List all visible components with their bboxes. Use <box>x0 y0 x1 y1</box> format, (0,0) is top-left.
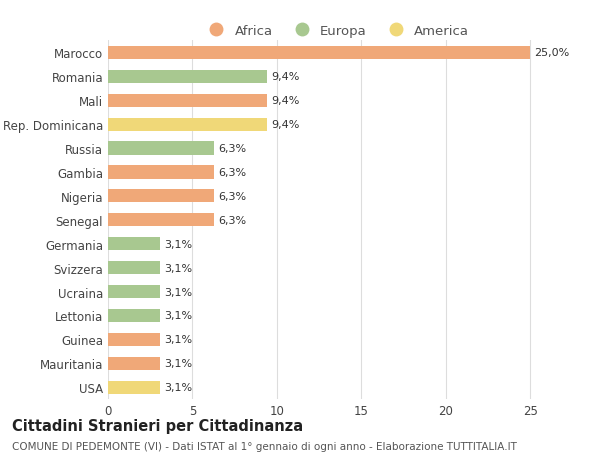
Bar <box>108 262 160 274</box>
Text: 3,1%: 3,1% <box>164 311 193 321</box>
Bar <box>108 309 160 322</box>
Bar <box>108 381 160 394</box>
Legend: Africa, Europa, America: Africa, Europa, America <box>197 19 475 43</box>
Bar <box>108 142 214 155</box>
Text: 25,0%: 25,0% <box>535 48 569 58</box>
Text: 6,3%: 6,3% <box>218 144 247 154</box>
Text: 6,3%: 6,3% <box>218 215 247 225</box>
Bar <box>108 333 160 346</box>
Text: 9,4%: 9,4% <box>271 120 299 130</box>
Text: 6,3%: 6,3% <box>218 168 247 178</box>
Text: 6,3%: 6,3% <box>218 191 247 202</box>
Bar <box>108 190 214 203</box>
Text: 3,1%: 3,1% <box>164 358 193 369</box>
Bar <box>108 285 160 298</box>
Text: 3,1%: 3,1% <box>164 263 193 273</box>
Bar <box>108 118 267 131</box>
Text: 3,1%: 3,1% <box>164 239 193 249</box>
Bar <box>108 214 214 227</box>
Text: 3,1%: 3,1% <box>164 382 193 392</box>
Text: 9,4%: 9,4% <box>271 96 299 106</box>
Bar <box>108 47 530 60</box>
Text: 3,1%: 3,1% <box>164 335 193 345</box>
Text: 3,1%: 3,1% <box>164 287 193 297</box>
Text: 9,4%: 9,4% <box>271 72 299 82</box>
Text: Cittadini Stranieri per Cittadinanza: Cittadini Stranieri per Cittadinanza <box>12 418 303 433</box>
Bar <box>108 166 214 179</box>
Bar <box>108 71 267 84</box>
Text: COMUNE DI PEDEMONTE (VI) - Dati ISTAT al 1° gennaio di ogni anno - Elaborazione : COMUNE DI PEDEMONTE (VI) - Dati ISTAT al… <box>12 441 517 451</box>
Bar <box>108 95 267 107</box>
Bar <box>108 238 160 251</box>
Bar <box>108 357 160 370</box>
